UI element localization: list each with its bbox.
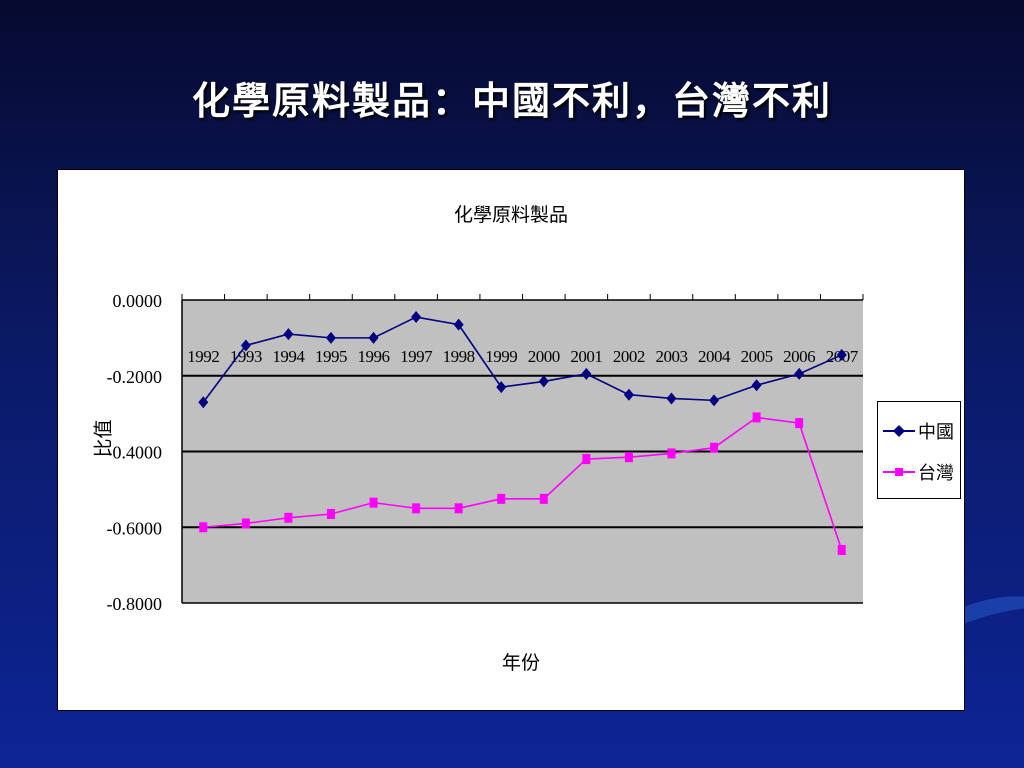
data-point-taiwan xyxy=(624,452,633,463)
chart-frame: 化學原料製品 比值 年份 0.0000 -0.2000 -0.4000 -0.6000… xyxy=(57,169,965,711)
data-point-china xyxy=(325,331,336,344)
data-point-china xyxy=(411,311,422,324)
x-tick-label: 1998 xyxy=(443,347,475,366)
data-point-china xyxy=(240,339,251,352)
x-tick-label: 2000 xyxy=(528,347,560,366)
legend-item-taiwan: 台灣 xyxy=(882,459,954,485)
data-point-china xyxy=(751,379,762,392)
data-point-taiwan xyxy=(412,503,421,514)
data-point-china xyxy=(666,392,677,405)
data-point-china xyxy=(794,367,805,380)
x-tick-label: 2002 xyxy=(613,347,645,366)
data-point-china xyxy=(623,388,634,401)
x-tick-label: 1995 xyxy=(315,347,347,366)
x-tick-label: 2001 xyxy=(570,347,602,366)
y-tick-label: 0.0000 xyxy=(113,291,163,311)
legend-swatch-square-icon xyxy=(883,468,915,476)
data-point-taiwan xyxy=(369,497,378,508)
series-line-taiwan xyxy=(203,416,843,551)
chart-title: 化學原料製品 xyxy=(453,205,568,226)
data-point-china xyxy=(496,381,507,394)
x-tick-label: 2006 xyxy=(783,347,815,366)
x-tick-label: 2004 xyxy=(698,347,731,366)
x-tick-label: 2005 xyxy=(741,347,773,366)
data-point-taiwan xyxy=(497,493,506,504)
data-point-china xyxy=(198,396,209,409)
y-tick-label: -0.6000 xyxy=(107,518,163,538)
series-line-china xyxy=(202,316,843,403)
data-point-china xyxy=(538,375,549,388)
x-tick-label: 1993 xyxy=(230,347,262,366)
slide-title: 化學原料製品：中國不利，台灣不利 xyxy=(191,78,832,123)
x-tick-label: 2003 xyxy=(655,347,687,366)
data-point-taiwan xyxy=(454,503,463,514)
data-point-taiwan xyxy=(582,454,591,465)
data-point-taiwan xyxy=(667,448,676,459)
data-point-china xyxy=(709,394,720,407)
x-axis-label: 年份 xyxy=(501,653,540,674)
data-point-taiwan xyxy=(752,412,761,423)
y-tick-label: -0.4000 xyxy=(107,443,163,463)
x-tick-label: 1996 xyxy=(358,347,390,366)
line-chart: 0.0000 -0.2000 -0.4000 -0.6000 -0.8000 1992 19… xyxy=(107,291,864,614)
data-point-china xyxy=(283,328,294,341)
data-point-taiwan xyxy=(199,522,208,533)
data-point-china xyxy=(836,348,847,361)
data-point-taiwan xyxy=(710,442,719,453)
legend-label-china: 中國 xyxy=(918,422,954,442)
data-point-taiwan xyxy=(837,544,846,555)
x-tick-label: 1997 xyxy=(400,347,433,366)
x-tick-label: 1999 xyxy=(485,347,517,366)
data-point-china xyxy=(368,331,379,344)
data-point-taiwan xyxy=(539,493,548,504)
legend-swatch-diamond-icon xyxy=(883,425,915,437)
data-point-taiwan xyxy=(241,518,250,529)
x-tick-label: 1992 xyxy=(187,347,219,366)
data-point-taiwan xyxy=(284,512,293,523)
data-point-china xyxy=(581,367,592,380)
data-point-taiwan xyxy=(795,418,804,429)
legend-label-taiwan: 台灣 xyxy=(918,463,954,483)
data-point-china xyxy=(453,318,464,331)
legend-item-china: 中國 xyxy=(882,418,954,444)
data-point-taiwan xyxy=(326,508,335,519)
x-tick-label: 1994 xyxy=(272,347,305,366)
legend: 中國 台灣 xyxy=(877,401,961,499)
y-tick-label: -0.8000 xyxy=(107,594,163,614)
y-tick-label: -0.2000 xyxy=(107,367,163,387)
